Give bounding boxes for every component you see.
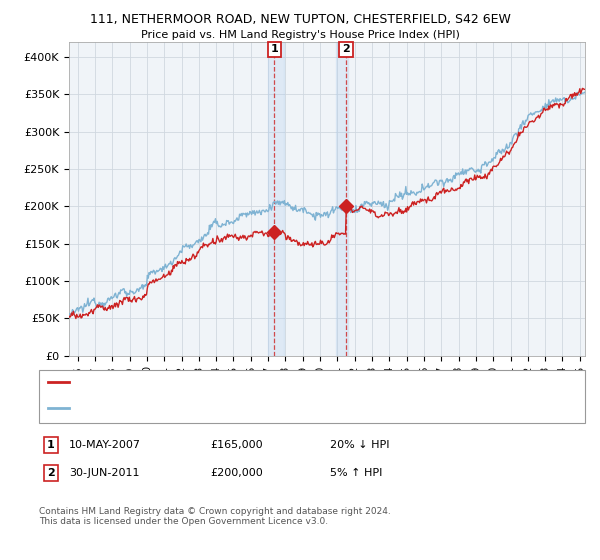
Text: Price paid vs. HM Land Registry's House Price Index (HPI): Price paid vs. HM Land Registry's House … bbox=[140, 30, 460, 40]
Text: 2: 2 bbox=[342, 44, 350, 54]
Text: 5% ↑ HPI: 5% ↑ HPI bbox=[330, 468, 382, 478]
Text: 10-MAY-2007: 10-MAY-2007 bbox=[69, 440, 141, 450]
Text: 111, NETHERMOOR ROAD, NEW TUPTON, CHESTERFIELD, S42 6EW: 111, NETHERMOOR ROAD, NEW TUPTON, CHESTE… bbox=[89, 13, 511, 26]
Text: Contains HM Land Registry data © Crown copyright and database right 2024.
This d: Contains HM Land Registry data © Crown c… bbox=[39, 507, 391, 526]
Text: 1: 1 bbox=[47, 440, 55, 450]
Text: 111, NETHERMOOR ROAD, NEW TUPTON, CHESTERFIELD, S42 6EW (detached house): 111, NETHERMOOR ROAD, NEW TUPTON, CHESTE… bbox=[72, 377, 489, 387]
Text: HPI: Average price, detached house, North East Derbyshire: HPI: Average price, detached house, Nort… bbox=[72, 403, 361, 413]
Text: 1: 1 bbox=[271, 44, 278, 54]
Text: £165,000: £165,000 bbox=[210, 440, 263, 450]
Text: 20% ↓ HPI: 20% ↓ HPI bbox=[330, 440, 389, 450]
Text: £200,000: £200,000 bbox=[210, 468, 263, 478]
Text: 2: 2 bbox=[47, 468, 55, 478]
Text: 30-JUN-2011: 30-JUN-2011 bbox=[69, 468, 139, 478]
Bar bbox=[268, 42, 284, 356]
Bar bbox=[335, 42, 348, 356]
